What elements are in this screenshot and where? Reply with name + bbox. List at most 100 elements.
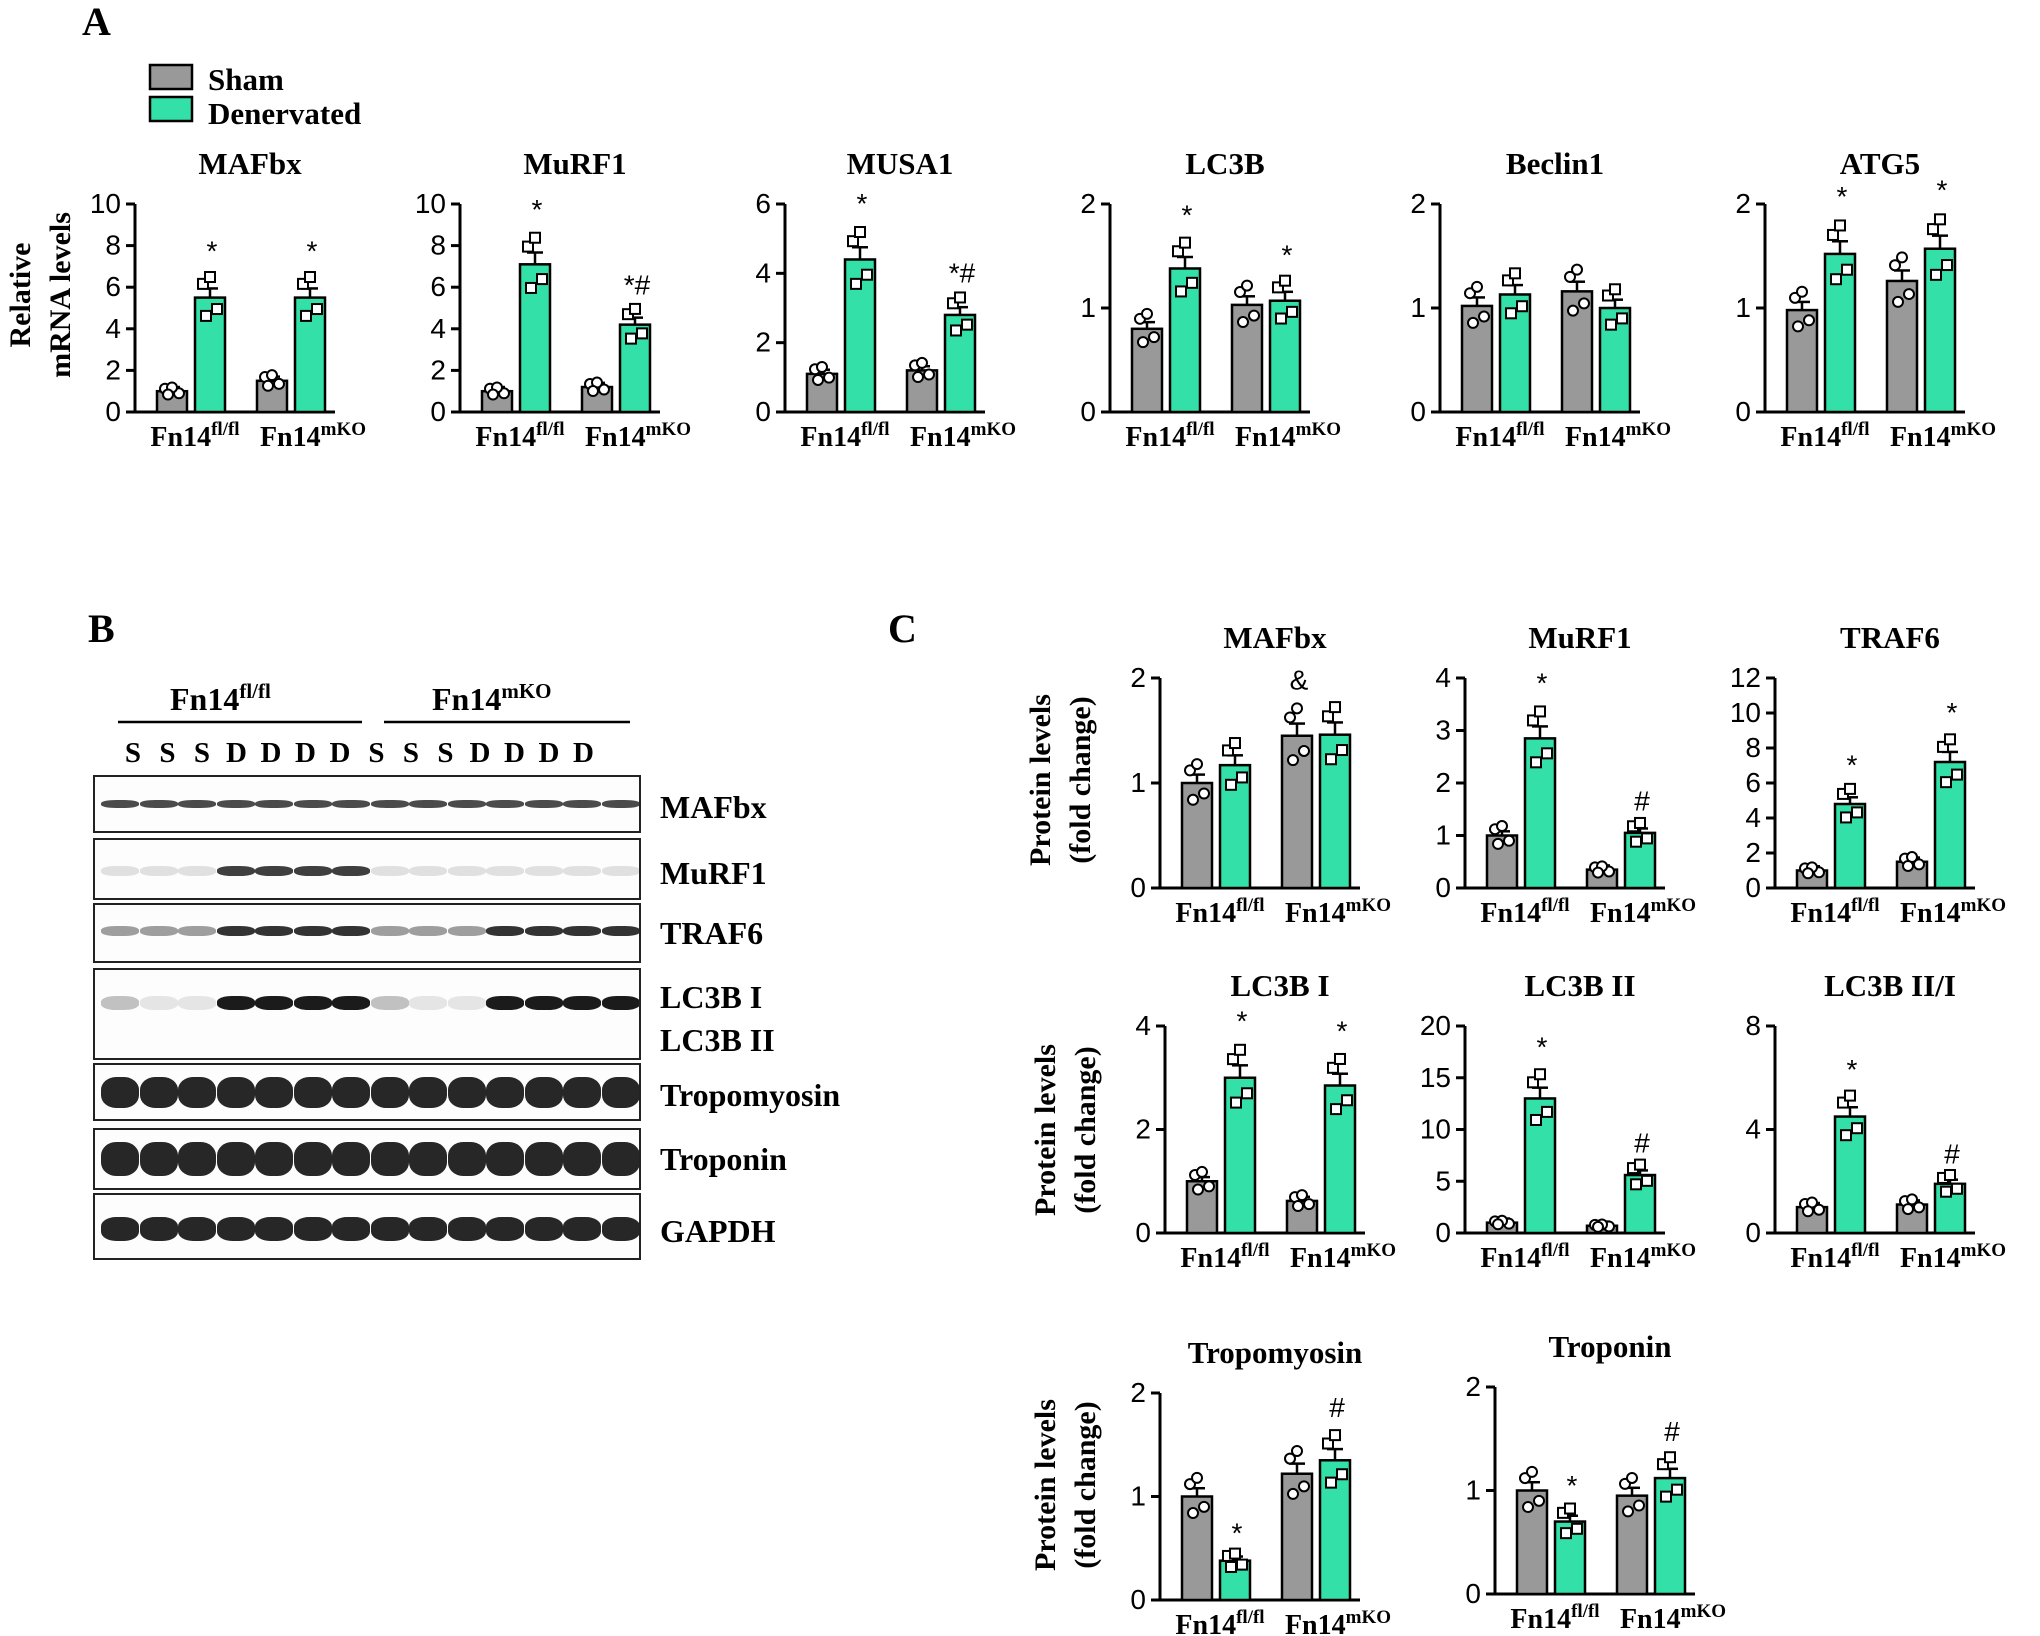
data-point	[1291, 1445, 1303, 1458]
data-point	[1341, 1094, 1353, 1107]
blot-band	[216, 866, 255, 877]
data-point	[1237, 316, 1249, 329]
blot-band	[178, 1142, 216, 1177]
data-point	[1602, 289, 1614, 302]
blot-band	[601, 926, 639, 936]
y-tick-label: 6	[430, 271, 446, 302]
x-group-label: Fn14mKO	[1290, 1240, 1396, 1274]
data-point	[262, 379, 274, 392]
chart-title: LC3B II/I	[1824, 968, 1956, 1003]
data-point	[1191, 758, 1203, 771]
data-point	[1327, 1061, 1339, 1074]
y-tick-label: 1	[1465, 1475, 1481, 1506]
x-group-label: Fn14fl/fl	[1780, 419, 1869, 453]
significance-marker: *	[307, 236, 318, 267]
blot-row-label: TRAF6	[660, 915, 763, 951]
data-point	[1567, 304, 1579, 317]
significance-marker: #	[1944, 1138, 1960, 1169]
y-tick-label: 12	[1730, 662, 1761, 693]
blot-band	[524, 1142, 563, 1177]
blot-band	[178, 995, 216, 1010]
significance-marker: *	[1282, 240, 1293, 271]
data-point	[1937, 740, 1949, 753]
x-group-label: Fn14mKO	[1235, 419, 1341, 453]
blot-band	[370, 800, 409, 809]
x-group-label: Fn14mKO	[585, 419, 691, 453]
blot-group1-label: Fn14fl/fl	[170, 679, 271, 717]
blot-band	[332, 800, 370, 809]
significance-marker: *	[1337, 1015, 1348, 1046]
blot-band	[409, 926, 447, 936]
blot-row-label: Tropomyosin	[660, 1077, 840, 1113]
blot-band	[563, 1142, 601, 1177]
x-group-label: Fn14fl/fl	[800, 419, 889, 453]
data-point	[1303, 1198, 1315, 1211]
blot-band	[601, 866, 639, 877]
y-tick-label: 1	[1735, 292, 1751, 323]
significance-marker: *	[532, 194, 543, 225]
data-point	[1225, 1560, 1237, 1573]
y-tick-label: 2	[755, 327, 771, 358]
blot-band	[293, 1076, 332, 1109]
blot-band	[293, 926, 332, 936]
data-point	[629, 302, 641, 315]
blot-band	[447, 926, 486, 936]
ytitle-protein-row2-line1: Protein levels	[1029, 1044, 1062, 1216]
y-tick-label: 2	[1135, 1114, 1151, 1145]
blot-band	[139, 1217, 178, 1241]
data-point	[1641, 832, 1653, 845]
ytitle-protein-row1-line2: (fold change)	[1064, 696, 1097, 864]
blot-band	[332, 1217, 370, 1241]
blot-lane-label: D	[539, 737, 560, 769]
blot-band	[101, 866, 139, 877]
y-tick-label: 5	[1435, 1165, 1451, 1196]
x-group-label: Fn14mKO	[1900, 1240, 2006, 1274]
blot-image-1	[93, 838, 641, 900]
blot-band	[486, 800, 524, 809]
data-point	[1951, 1182, 1963, 1195]
blot-band	[563, 926, 601, 936]
data-point	[625, 332, 637, 345]
data-point	[812, 373, 824, 386]
data-point	[1903, 288, 1915, 301]
y-tick-label: 8	[1745, 1010, 1761, 1041]
blot-lane-label: D	[330, 737, 351, 769]
data-point	[1841, 263, 1853, 276]
blot-band	[524, 926, 563, 936]
blot-band	[563, 1076, 601, 1109]
significance-marker: #	[1634, 786, 1650, 817]
data-point	[1516, 300, 1528, 313]
data-point	[1592, 866, 1604, 879]
data-point	[1840, 1129, 1852, 1142]
data-point	[487, 388, 499, 401]
blot-band	[178, 800, 216, 809]
blot-row-label: MAFbx	[660, 789, 767, 825]
chart-8: TRAF6 0 2 4 6 8 10 12 * * Fn14fl/fl Fn14mKO	[1730, 620, 2006, 929]
panel-letter-a: A	[82, 0, 111, 44]
data-point	[1927, 223, 1939, 236]
data-point	[1505, 307, 1517, 320]
chart-title: ATG5	[1840, 146, 1920, 181]
y-tick-label: 0	[1435, 1217, 1451, 1248]
data-point	[1541, 747, 1553, 760]
data-point	[847, 235, 859, 248]
data-point	[1837, 1096, 1849, 1109]
blot-band	[447, 1217, 486, 1241]
blot-band	[524, 1076, 563, 1109]
significance-marker: *	[1567, 1470, 1578, 1501]
data-point	[1534, 705, 1546, 718]
panel-letter-b: B	[88, 606, 115, 651]
blot-band	[255, 1142, 293, 1177]
ytitle-mrna-line1: Relative	[4, 243, 37, 348]
blot-band	[524, 866, 563, 877]
x-group-label: Fn14fl/fl	[475, 419, 564, 453]
blot-band	[486, 1076, 524, 1109]
y-tick-label: 2	[1745, 837, 1761, 868]
blot-lane-label: D	[573, 737, 594, 769]
data-point	[536, 273, 548, 286]
y-tick-label: 15	[1420, 1062, 1451, 1093]
blot-band	[524, 995, 563, 1010]
data-point	[1471, 280, 1483, 293]
y-tick-label: 4	[1745, 1114, 1761, 1145]
data-point	[587, 385, 599, 398]
